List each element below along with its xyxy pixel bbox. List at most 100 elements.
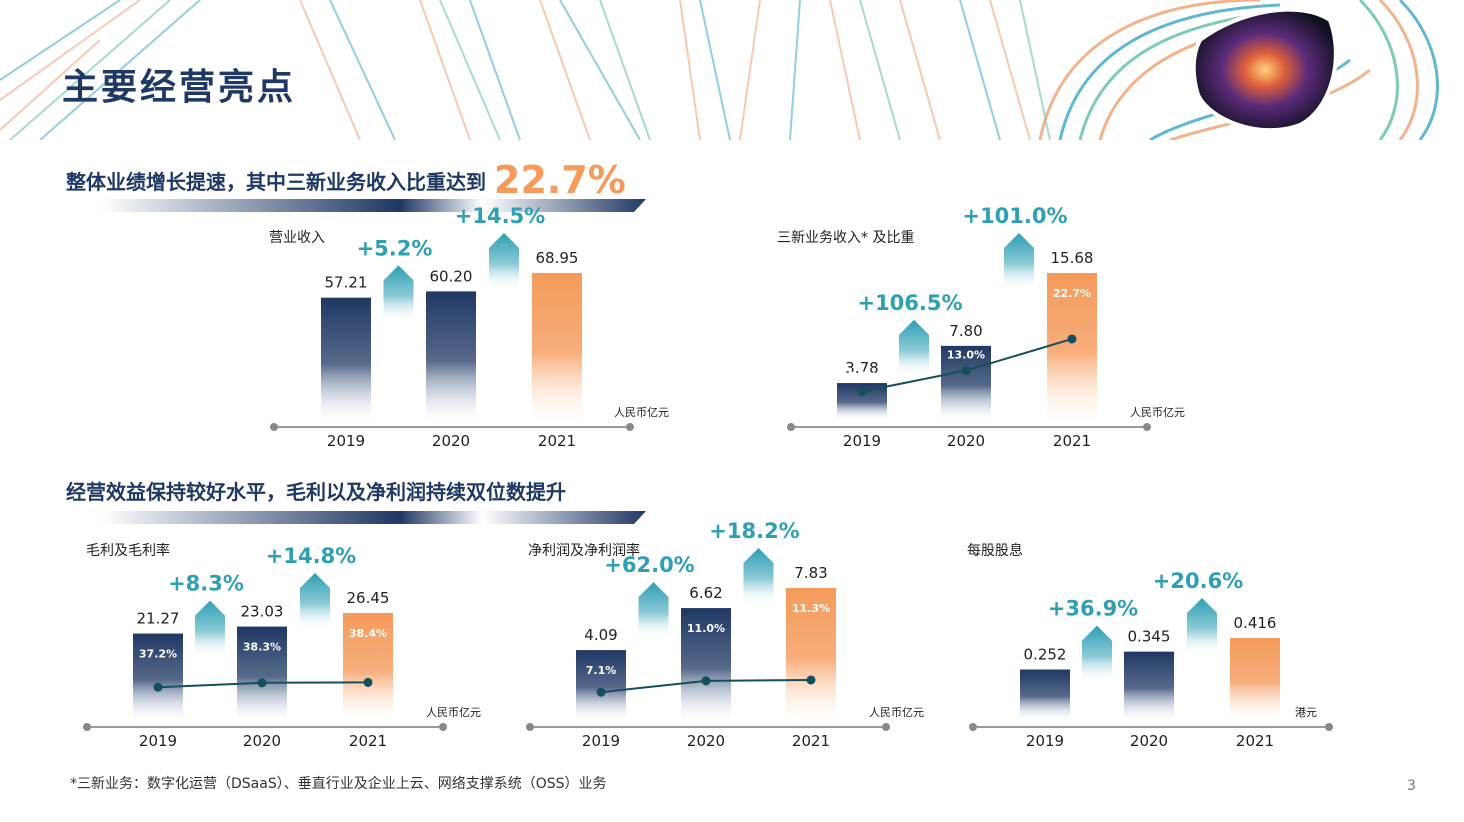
bar-2020 — [237, 626, 287, 718]
bar-2020 — [1124, 651, 1174, 718]
x-tick-label: 2020 — [243, 732, 281, 750]
x-axis-start-dot — [270, 423, 278, 431]
bar-value-label: 3.78 — [845, 359, 878, 377]
bar-value-label: 26.45 — [347, 589, 390, 607]
bar-value-label: 7.83 — [794, 564, 827, 582]
section1-heading: 整体业绩增长提速，其中三新业务收入比重达到 22.7% — [66, 158, 626, 202]
bar-value-label: 60.20 — [430, 267, 473, 285]
growth-arrow-icon — [489, 233, 519, 289]
growth-arrow-icon — [1004, 233, 1034, 289]
chart-4-marks: 港元 0.252 2019 0.345 2020 0.416 2021 +36.9% +20.6… — [969, 569, 1333, 750]
bar-value-label: 21.27 — [137, 610, 180, 628]
bar-2020 — [681, 608, 731, 718]
bar-value-label: 6.62 — [689, 584, 722, 602]
ratio-label: 11.0% — [687, 622, 725, 635]
x-tick-label: 2019 — [139, 732, 177, 750]
bar-2020 — [426, 291, 476, 418]
bar-value-label: 57.21 — [325, 274, 368, 292]
x-tick-label: 2019 — [843, 432, 881, 450]
unit-label: 人民币亿元 — [869, 706, 924, 719]
growth-arrow-icon — [1187, 598, 1217, 654]
ratio-point — [857, 386, 867, 396]
chart-title-gross-profit: 毛利及毛利率 — [86, 543, 170, 559]
x-axis-end-dot — [1143, 423, 1151, 431]
unit-label: 港元 — [1295, 706, 1317, 719]
ratio-line — [861, 337, 1073, 393]
x-tick-label: 2019 — [327, 432, 365, 450]
section2-divider — [100, 511, 646, 524]
bar-2021 — [343, 613, 393, 718]
growth-label: +18.2% — [709, 519, 799, 543]
bar-value-label: 15.68 — [1051, 249, 1094, 267]
ratio-label: 11.3% — [792, 602, 830, 615]
x-axis-start-dot — [83, 723, 91, 731]
chart-title-dividend: 每股股息 — [967, 543, 1023, 559]
x-tick-label: 2020 — [1130, 732, 1168, 750]
growth-arrow-icon — [899, 319, 929, 376]
growth-label: +14.8% — [266, 544, 356, 568]
x-axis-end-dot — [882, 723, 890, 731]
section1-divider — [100, 199, 646, 212]
bar-value-label: 0.252 — [1024, 646, 1067, 664]
chart-title-new-business: 三新业务收入* 及比重 — [777, 230, 915, 246]
x-axis-end-dot — [626, 423, 634, 431]
ratio-line — [600, 678, 812, 694]
x-axis-start-dot — [526, 723, 534, 731]
bar-value-label: 0.416 — [1234, 614, 1277, 632]
ratio-label: 7.1% — [586, 664, 617, 677]
x-tick-label: 2021 — [349, 732, 387, 750]
x-tick-label: 2019 — [1026, 732, 1064, 750]
ratio-point — [363, 677, 373, 687]
page-title: 主要经营亮点 — [62, 67, 297, 108]
footnote: *三新业务：数字化运营（DSaaS）、垂直行业及企业上云、网络支撑系统（OSS）… — [70, 776, 607, 792]
x-axis-start-dot — [787, 423, 795, 431]
bar-2021 — [1047, 273, 1097, 418]
section2-heading: 经营效益保持较好水平，毛利以及净利润持续双位数提升 — [66, 480, 566, 504]
x-axis-end-dot — [439, 723, 447, 731]
bar-2021 — [532, 273, 582, 418]
bar-value-label: 68.95 — [536, 249, 579, 267]
ratio-label: 13.0% — [947, 349, 985, 362]
ratio-point — [1067, 334, 1077, 344]
ratio-label: 38.4% — [349, 627, 387, 640]
unit-label: 人民币亿元 — [1130, 406, 1185, 419]
growth-label: +36.9% — [1048, 597, 1138, 621]
x-tick-label: 2021 — [792, 732, 830, 750]
ratio-label: 37.2% — [139, 648, 177, 661]
ratio-point — [961, 366, 971, 376]
x-tick-label: 2021 — [1053, 432, 1091, 450]
ratio-label: 6.6% — [847, 369, 878, 382]
banner-pattern — [0, 0, 1439, 140]
x-axis-start-dot — [969, 723, 977, 731]
ratio-point — [257, 678, 267, 688]
x-tick-label: 2020 — [947, 432, 985, 450]
bar-2019 — [321, 297, 371, 418]
growth-arrow-icon — [300, 573, 330, 629]
ratio-point — [806, 675, 816, 685]
bar-2019 — [1020, 669, 1070, 718]
x-tick-label: 2021 — [1236, 732, 1274, 750]
chart-2-marks: 人民币亿元 21.27 2019 23.03 2020 26.45 2021 +8.3% +14… — [83, 544, 481, 750]
chart-title-revenue: 营业收入 — [269, 230, 325, 246]
page-number: 3 — [1407, 778, 1416, 794]
chart-0-marks: 人民币亿元57.21201960.20202068.952021+5.2%+14… — [270, 204, 669, 450]
bar-2019 — [576, 650, 626, 718]
unit-label: 人民币亿元 — [426, 706, 481, 719]
bar-value-label: 0.345 — [1128, 628, 1171, 646]
unit-label: 人民币亿元 — [614, 406, 669, 419]
x-tick-label: 2020 — [687, 732, 725, 750]
ratio-label: 38.3% — [243, 641, 281, 654]
bar-2019 — [837, 383, 887, 418]
bar-2019 — [133, 633, 183, 718]
growth-label: +5.2% — [357, 236, 433, 260]
bar-2021 — [1230, 638, 1280, 718]
ratio-label: 22.7% — [1053, 287, 1091, 300]
ratio-point — [153, 682, 163, 692]
growth-label: +106.5% — [857, 291, 962, 315]
header-banner — [0, 0, 1464, 140]
section1-highlight: 22.7% — [494, 158, 626, 202]
bar-value-label: 4.09 — [584, 626, 617, 644]
x-tick-label: 2019 — [582, 732, 620, 750]
growth-arrow-icon — [383, 265, 414, 322]
section1-heading-text: 整体业绩增长提速，其中三新业务收入比重达到 — [66, 170, 486, 194]
